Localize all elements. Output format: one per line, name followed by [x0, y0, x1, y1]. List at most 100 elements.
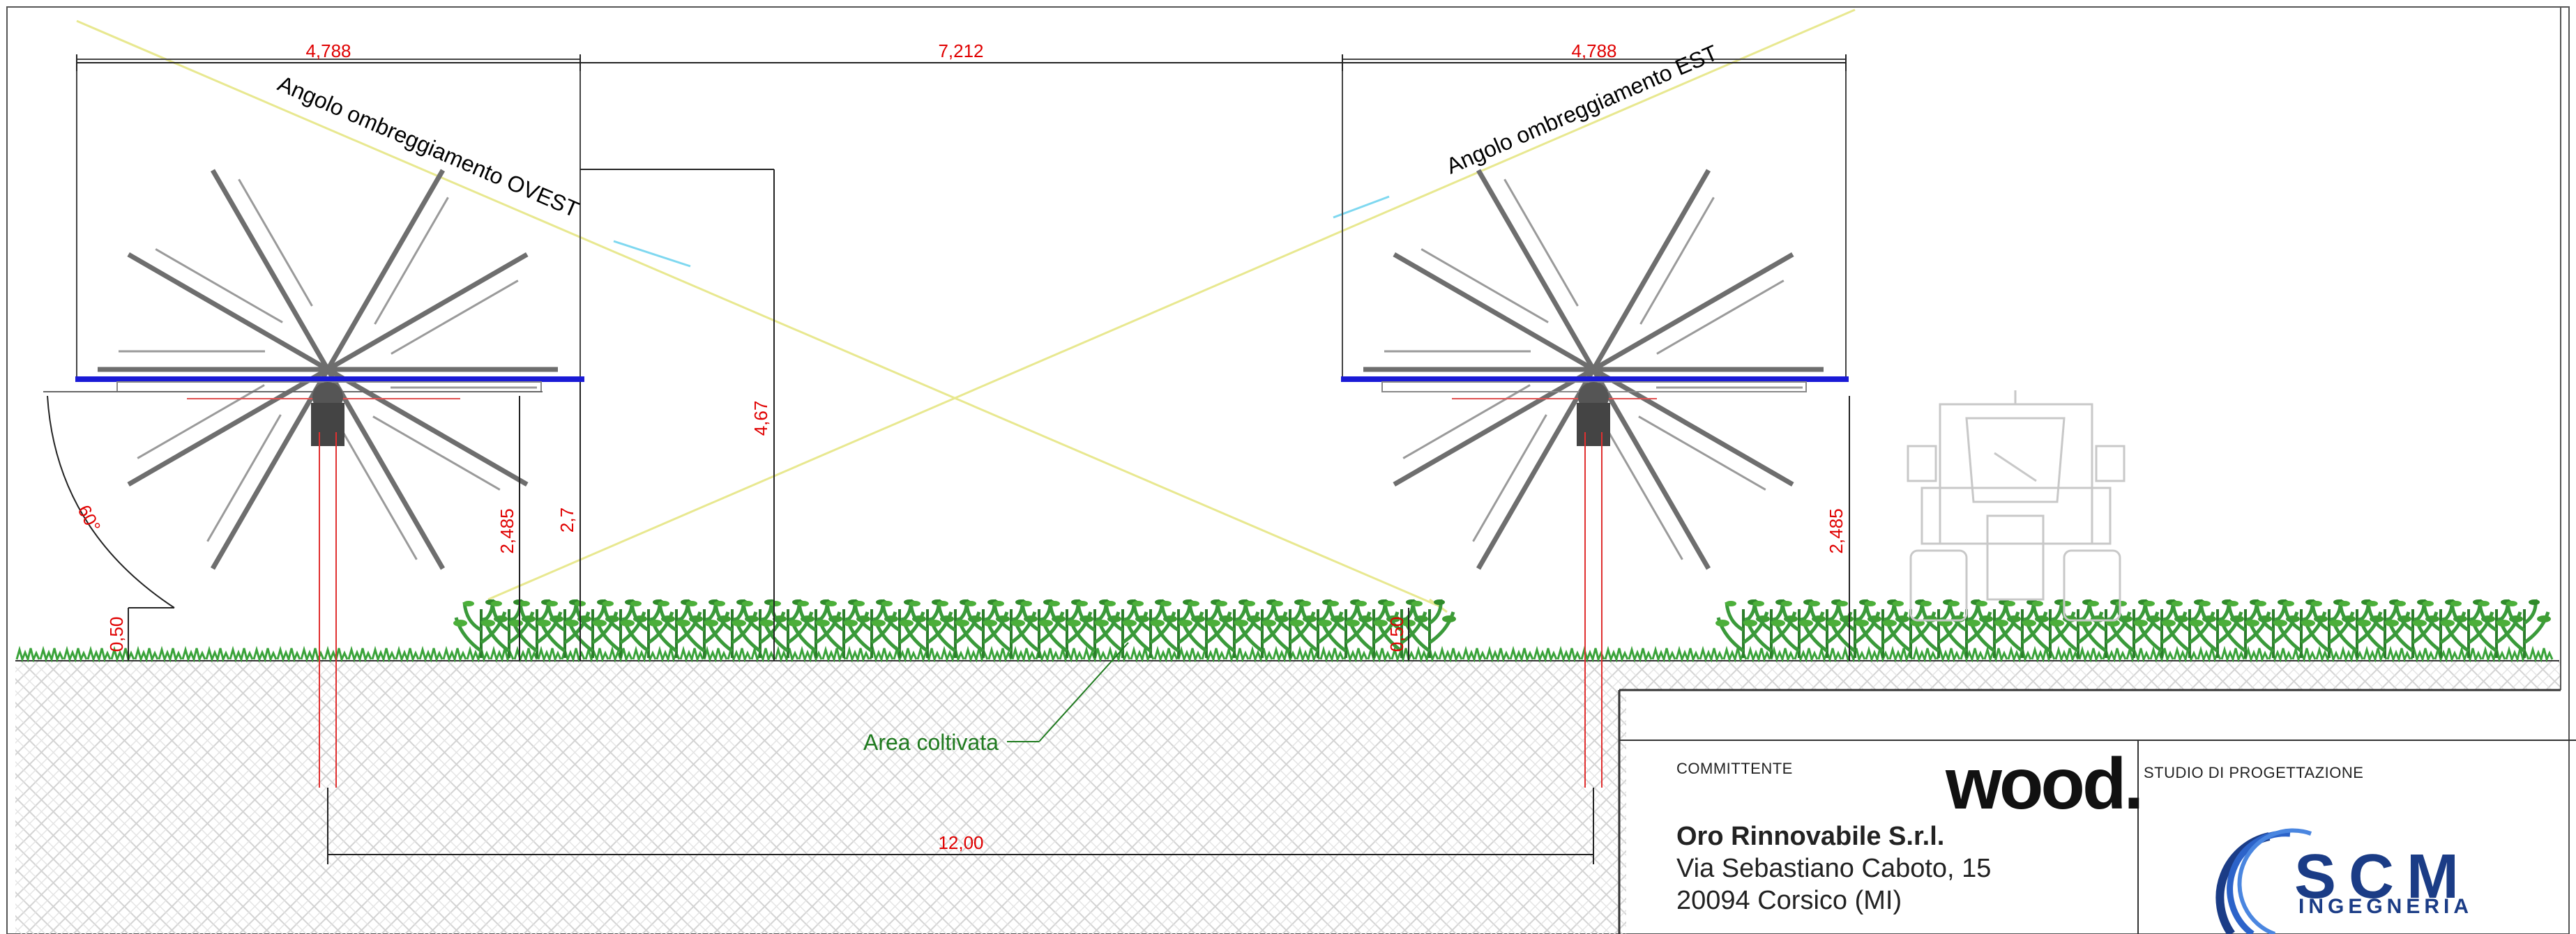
crop-plant	[565, 599, 619, 658]
grass-tuft	[1438, 647, 1463, 661]
crop-plant	[1318, 599, 1372, 658]
panel-position-outline	[238, 178, 313, 307]
grass-tuft	[300, 647, 325, 661]
crop-plant	[1290, 599, 1344, 658]
grass-tuft	[252, 647, 278, 661]
tracker-arm	[325, 169, 446, 371]
crop-plant	[1262, 599, 1317, 658]
grass-tuft	[1153, 647, 1179, 661]
grass-tuft	[1817, 647, 1842, 661]
crop-plant	[1827, 599, 1881, 658]
grass-tuft	[1533, 647, 1558, 661]
grass-tuft	[798, 647, 823, 661]
tracker-arm	[127, 367, 329, 487]
grass-tuft	[1225, 647, 1250, 661]
crop-plant	[2106, 599, 2160, 658]
cultivated-vegetation	[15, 599, 2554, 661]
panel-position-outline	[1638, 415, 1766, 491]
crop-plant	[788, 599, 842, 658]
panel-position-outline	[1656, 280, 1785, 355]
grass-tuft	[371, 647, 396, 661]
crop-plant	[2469, 599, 2523, 658]
tracker-arm	[326, 252, 529, 372]
panel-position-outline	[1503, 178, 1579, 307]
crop-plant	[453, 599, 508, 658]
crop-plant	[1743, 599, 1798, 658]
crop-plant	[1771, 599, 1826, 658]
client-address-line1: Via Sebastiano Caboto, 15	[1676, 854, 1991, 883]
panel-position-outline	[391, 280, 519, 355]
tracker-arm	[325, 368, 446, 570]
crop-plant	[2218, 599, 2272, 658]
client-address-line2: 20094 Corsico (MI)	[1676, 886, 1902, 915]
crop-plant	[2385, 599, 2439, 658]
crop-plant	[1855, 599, 1909, 658]
tracker-arm	[1591, 368, 1711, 570]
title-block: COMMITTENTE wood. Oro Rinnovabile S.r.l.…	[1676, 744, 2473, 934]
grass-tuft	[2410, 647, 2435, 661]
crop-plant	[872, 599, 926, 658]
grass-tuft	[537, 647, 562, 661]
grass-tuft	[1628, 647, 1653, 661]
client-name: Oro Rinnovabile S.r.l.	[1676, 822, 1944, 851]
grass-tuft	[1912, 647, 1937, 661]
tracker-arm	[326, 367, 529, 487]
panel-position-outline	[1472, 414, 1547, 542]
grass-tuft	[679, 647, 704, 661]
panel-position-outline	[374, 197, 449, 325]
tracker-arm	[1393, 367, 1595, 487]
panel-position-outline	[372, 415, 501, 491]
ground-section	[15, 661, 1626, 934]
grass-tuft	[1272, 647, 1297, 661]
grass-tuft	[2220, 647, 2245, 661]
crop-plant	[2329, 599, 2384, 658]
grass-tuft	[1675, 647, 1700, 661]
crop-plant	[760, 599, 815, 658]
tracker-arm	[210, 368, 331, 570]
scm-logo-sub: INGEGNERIA	[2298, 895, 2473, 918]
grass-tuft	[1865, 647, 1890, 661]
grass-tuft	[1485, 647, 1510, 661]
grass-tuft	[181, 647, 206, 661]
dim-ground-clearance-left: 0,50	[106, 617, 127, 652]
dim-panel-height-right: 2,485	[1826, 508, 1847, 553]
dim-right-panel-width: 4,788	[1571, 40, 1616, 61]
crop-plant	[537, 599, 591, 658]
crop-plant	[1039, 599, 1093, 658]
grass-tuft	[1699, 647, 1724, 661]
grass-tuft	[1651, 647, 1676, 661]
dim-row-pitch: 12,00	[938, 832, 983, 853]
shade-line-west	[76, 20, 1437, 606]
grass-tuft	[395, 647, 420, 661]
grass-tuft	[750, 647, 775, 661]
grass-tuft	[2386, 647, 2411, 661]
crop-plant	[2413, 599, 2467, 658]
grass-tuft	[418, 647, 444, 661]
tracker-arm	[127, 252, 329, 372]
dim-ground-clearance-right: 0,50	[1386, 617, 1407, 652]
dim-panel-height-left: 2,485	[497, 508, 517, 553]
grass-tuft	[205, 647, 230, 661]
studio-label: STUDIO DI PROGETTAZIONE	[2144, 764, 2363, 781]
dim-overall-height: 4,67	[750, 401, 771, 436]
grass-tuft	[869, 647, 894, 661]
tracker-arm	[210, 169, 331, 371]
dim-row-gap: 7,212	[938, 40, 983, 61]
grass-tuft	[229, 647, 254, 661]
tracker-arm	[1591, 169, 1711, 371]
tracker-right	[1341, 59, 1849, 788]
grass-tuft	[1462, 647, 1487, 661]
grass-tuft	[703, 647, 728, 661]
panel-position-outline	[137, 384, 265, 459]
crop-plant	[816, 599, 870, 658]
grass-tuft	[1770, 647, 1795, 661]
crop-plant	[704, 599, 759, 658]
panel-position-outline	[1420, 248, 1549, 323]
panel-position-outline	[155, 248, 283, 323]
grass-tuft	[845, 647, 870, 661]
crop-plant	[2245, 599, 2300, 658]
grass-tuft	[1604, 647, 1629, 661]
ground-section-right	[1626, 661, 2561, 690]
grass-tuft	[134, 647, 159, 661]
panel-position-outline	[1608, 432, 1683, 560]
